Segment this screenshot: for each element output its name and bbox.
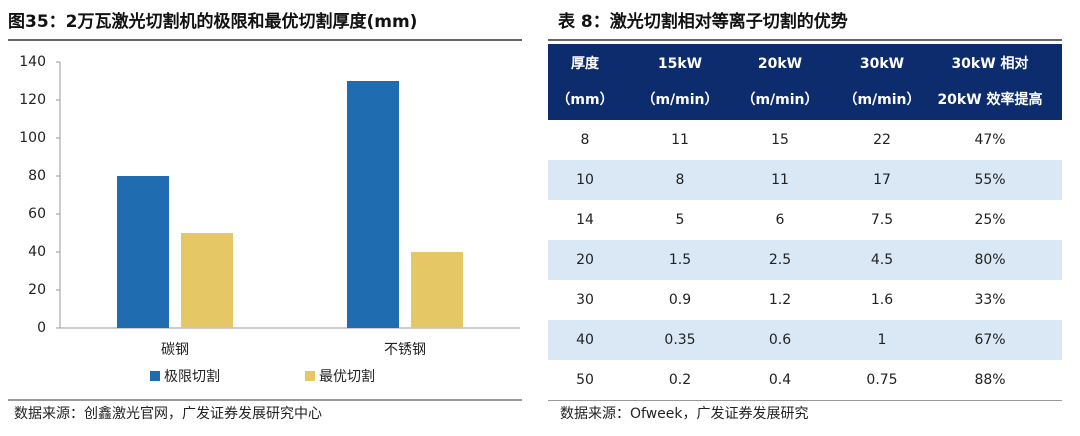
bar [117, 176, 169, 328]
y-tick-label: 20 [28, 282, 46, 298]
table-cell: 80% [974, 252, 1005, 268]
table-header-cell: 20kW [758, 56, 802, 72]
x-tick-label: 不锈钢 [384, 342, 426, 358]
bar [347, 81, 399, 328]
table-cell: 1.5 [669, 252, 691, 268]
chart-source: 数据来源：创鑫激光官网，广发证券发展研究中心 [14, 405, 322, 422]
table-row-bg [548, 240, 1062, 280]
y-tick-label: 0 [37, 320, 46, 336]
table-source: 数据来源：Ofweek，广发证券发展研究 [560, 406, 809, 422]
table-cell: 0.75 [866, 372, 897, 388]
table-header-cell: 厚度 [571, 55, 600, 72]
table-title: 表 8：激光切割相对等离子切割的优势 [558, 11, 848, 32]
table-cell: 17 [873, 172, 891, 188]
table-header-cell: 30kW 相对 [951, 55, 1028, 72]
table-cell: 2.5 [769, 252, 791, 268]
bar [181, 233, 233, 328]
table-cell: 47% [974, 132, 1005, 148]
table-header-cell: 30kW [860, 56, 904, 72]
legend-swatch [305, 371, 315, 381]
table-cell: 50 [576, 372, 594, 388]
y-tick-label: 140 [19, 54, 46, 70]
table-cell: 11 [771, 172, 789, 188]
table-header-cell: 20kW 效率提高 [937, 91, 1042, 108]
table-cell: 55% [974, 172, 1005, 188]
table-cell: 0.4 [769, 372, 791, 388]
table-cell: 11 [671, 132, 689, 148]
table-cell: 14 [576, 212, 594, 228]
table-cell: 40 [576, 332, 594, 348]
table-cell: 0.2 [669, 372, 691, 388]
table-row-bg [548, 200, 1062, 240]
table-cell: 33% [974, 292, 1005, 308]
table-cell: 0.9 [669, 292, 691, 308]
table-header-bg [548, 44, 1062, 120]
legend-label: 最优切割 [319, 368, 375, 385]
table-row-bg [548, 320, 1062, 360]
table-row-bg [548, 160, 1062, 200]
table-cell: 88% [974, 372, 1005, 388]
y-tick-label: 80 [28, 168, 46, 184]
table-cell: 6 [776, 212, 785, 228]
table-header-cell: （mm） [556, 92, 613, 108]
table-header-cell: （m/min） [843, 92, 920, 108]
table-cell: 10 [576, 172, 594, 188]
table-cell: 0.35 [664, 332, 695, 348]
table-cell: 1 [878, 332, 887, 348]
y-tick-label: 100 [19, 130, 46, 146]
legend-label: 极限切割 [164, 368, 220, 385]
x-tick-label: 碳钢 [161, 342, 189, 358]
chart-title: 图35：2万瓦激光切割机的极限和最优切割厚度(mm) [8, 11, 417, 32]
table-cell: 7.5 [871, 212, 893, 228]
table-cell: 0.6 [769, 332, 791, 348]
table-cell: 1.2 [769, 292, 791, 308]
table-row-bg [548, 120, 1062, 160]
y-tick-label: 40 [28, 244, 46, 260]
table-cell: 8 [676, 172, 685, 188]
table-cell: 5 [676, 212, 685, 228]
table-cell: 30 [576, 292, 594, 308]
table-cell: 20 [576, 252, 594, 268]
table-cell: 22 [873, 132, 891, 148]
table-cell: 67% [974, 332, 1005, 348]
legend-swatch [150, 371, 160, 381]
table-row-bg [548, 360, 1062, 400]
table-header-cell: （m/min） [741, 92, 818, 108]
table-cell: 4.5 [871, 252, 893, 268]
y-tick-label: 120 [19, 92, 46, 108]
table-row-bg [548, 280, 1062, 320]
table-cell: 25% [974, 212, 1005, 228]
table-cell: 15 [771, 132, 789, 148]
table-header-cell: 15kW [658, 56, 702, 72]
y-tick-label: 60 [28, 206, 46, 222]
table-cell: 1.6 [871, 292, 893, 308]
bar [411, 252, 463, 328]
table-cell: 8 [581, 132, 590, 148]
table-header-cell: （m/min） [641, 92, 718, 108]
